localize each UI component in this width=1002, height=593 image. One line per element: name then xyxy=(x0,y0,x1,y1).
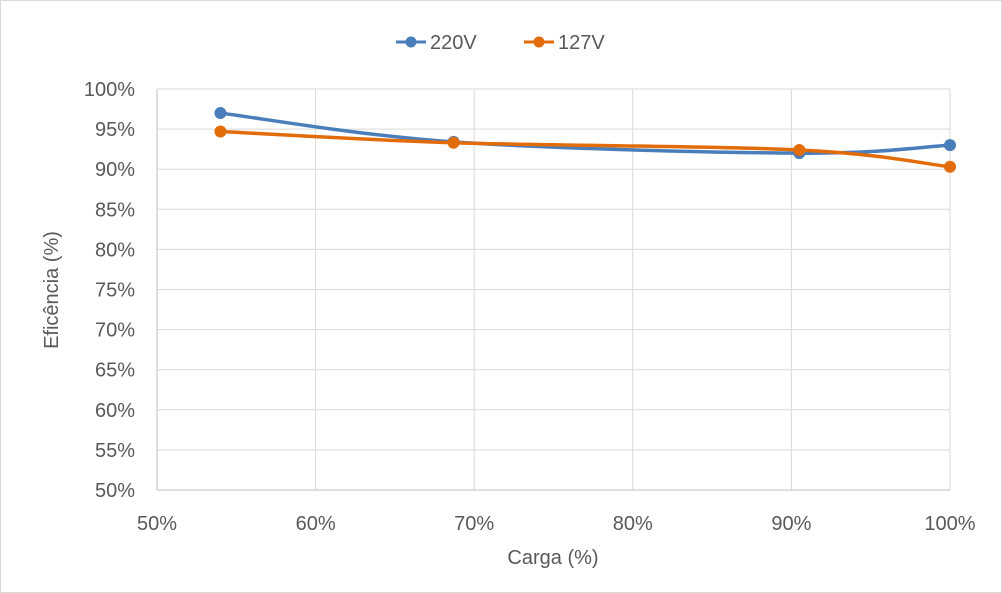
data-point-127v xyxy=(214,125,227,138)
x-tick-label: 50% xyxy=(137,513,177,535)
series xyxy=(214,107,956,173)
y-axis-title: Eficência (%) xyxy=(41,231,63,349)
y-tick-label: 50% xyxy=(95,480,135,502)
y-tick-label: 80% xyxy=(95,239,135,261)
y-tick-labels: 50% 55% 60% 65% 70% 75% 80% 85% 90% 95% 100% xyxy=(84,79,135,502)
series-line-220v xyxy=(218,111,952,155)
x-tick-labels: 50% 60% 70% 80% 90% 100% xyxy=(137,513,976,535)
data-point-127v xyxy=(793,143,806,156)
y-tick-label: 95% xyxy=(95,119,135,141)
x-tick-label: 70% xyxy=(454,513,494,535)
y-tick-label: 100% xyxy=(84,79,135,101)
legend-marker-127v xyxy=(533,36,545,48)
legend-marker-220v xyxy=(405,36,417,48)
data-point-220v xyxy=(944,139,956,152)
y-tick-label: 75% xyxy=(95,280,135,302)
x-tick-label: 60% xyxy=(296,513,336,535)
y-tick-label: 90% xyxy=(95,159,135,181)
y-tick-label: 65% xyxy=(95,360,135,382)
series-line-127v xyxy=(218,129,952,169)
legend-item-220v: 220V xyxy=(396,32,477,54)
y-tick-label: 85% xyxy=(95,199,135,221)
x-tick-label: 100% xyxy=(924,513,975,535)
y-tick-label: 60% xyxy=(95,400,135,422)
axes xyxy=(156,89,950,491)
data-point-220v xyxy=(214,107,227,120)
legend: 220V 127V xyxy=(396,32,605,54)
y-tick-label: 70% xyxy=(95,320,135,342)
data-point-127v xyxy=(447,136,460,149)
series-220v xyxy=(214,107,956,160)
x-tick-label: 90% xyxy=(771,513,811,535)
series-127v xyxy=(214,125,956,173)
data-point-127v xyxy=(944,160,956,173)
y-tick-label: 55% xyxy=(95,440,135,462)
gridlines xyxy=(157,88,951,490)
legend-label-127v: 127V xyxy=(558,32,605,54)
legend-item-127v: 127V xyxy=(524,32,605,54)
x-tick-label: 80% xyxy=(613,513,653,535)
legend-label-220v: 220V xyxy=(430,32,477,54)
x-axis-title: Carga (%) xyxy=(507,547,598,569)
